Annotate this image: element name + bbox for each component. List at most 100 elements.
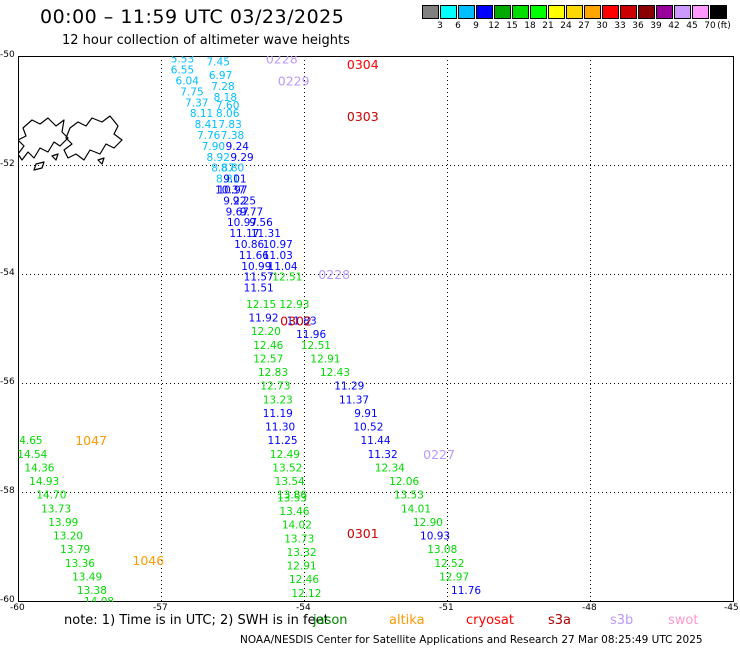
colorbar-label: (ft) <box>717 21 731 31</box>
lat-tick-label: -56 <box>0 377 15 387</box>
swh-value-label: 10.97 <box>227 217 257 229</box>
swh-value-label: 12.91 <box>310 353 340 365</box>
colorbar-label: 30 <box>596 21 608 31</box>
swh-value-label: 13.99 <box>48 517 78 529</box>
map-panel: 5.53 7.45 6.55 6.97 6.04 7.28 7.75 8.18 7.37 7.60… <box>13 52 734 608</box>
swh-value-label: 11.44 <box>360 435 390 447</box>
colorbar-label: 27 <box>578 21 590 31</box>
swh-value-label: 8.81 <box>216 174 239 186</box>
swh-value-label: 14.02 <box>282 520 312 532</box>
colorbar-swatch <box>602 5 619 19</box>
swh-value-label: 10.52 <box>353 422 383 434</box>
swh-value-label: 14.01 <box>401 503 431 515</box>
swh-value-label: 13.73 <box>284 533 314 545</box>
legend-item-s3b: s3b <box>610 613 634 628</box>
swh-value-label: 12.15 <box>246 299 276 311</box>
swh-value-label: 9.01 <box>223 174 246 186</box>
page-title: 00:00 – 11:59 UTC 03/23/2025 <box>40 6 345 28</box>
colorbar-label: 18 <box>524 21 536 31</box>
swh-value-label: 6.04 <box>176 76 200 88</box>
colorbar-swatch <box>692 5 709 19</box>
swh-value-label: 13.32 <box>287 547 317 559</box>
swh-value-label: 12.20 <box>251 326 281 338</box>
swh-value-label: 13.08 <box>427 544 457 556</box>
swh-value-label: 13.23 <box>263 394 293 406</box>
swh-value-label: 7.75 <box>180 86 203 98</box>
colorbar-label: 42 <box>668 21 680 31</box>
swh-value-label: 14.08 <box>84 596 114 602</box>
legend-item-s3a: s3a <box>548 613 572 628</box>
swh-value-label: 12.34 <box>375 462 405 474</box>
colorbar-label: 70 <box>704 21 716 31</box>
swh-value-label: 14.54 <box>18 449 48 461</box>
swh-value-label: 10.97 <box>263 239 293 251</box>
colorbar-label: 21 <box>542 21 554 31</box>
colorbar-swatch <box>584 5 601 19</box>
swh-value-label: 11.31 <box>251 228 281 240</box>
swh-value-label: 11.57 <box>244 272 274 284</box>
swh-value-label: 13.46 <box>279 506 309 518</box>
swh-value-label: 14.93 <box>29 476 59 488</box>
swh-value-label: 8.06 <box>216 108 240 120</box>
pass-time-label: 0228 <box>266 56 298 67</box>
colorbar-label: 15 <box>506 21 518 31</box>
swh-value-label: 8.11 <box>190 108 213 120</box>
lat-tick-label: -58 <box>0 486 15 496</box>
pass-time-label: 0304 <box>347 57 379 72</box>
colorbar <box>422 5 728 19</box>
lon-tick-label: -45 <box>724 603 739 613</box>
lat-tick-label: -60 <box>0 595 15 605</box>
swh-value-label: 9.29 <box>230 152 253 164</box>
swh-value-label: 9.91 <box>354 408 377 420</box>
swh-value-label: 11.37 <box>339 394 369 406</box>
swh-value-label: 8.80 <box>221 163 244 175</box>
swh-value-label: 11.92 <box>248 313 278 325</box>
lon-tick-label: -51 <box>439 603 454 613</box>
note-text: note: 1) Time is in UTC; 2) SWH is in fe… <box>64 613 329 628</box>
colorbar-swatch <box>494 5 511 19</box>
falkland-coastline <box>63 115 123 161</box>
colorbar-swatch <box>656 5 673 19</box>
swh-value-label: 11.29 <box>334 381 364 393</box>
swh-value-label: 12.49 <box>270 449 300 461</box>
pass-time-label: 0303 <box>347 109 379 124</box>
lon-tick-label: -48 <box>582 603 597 613</box>
swh-value-label: 7.76 <box>197 130 221 142</box>
swh-value-label: 10.99 <box>241 261 271 273</box>
legend-item-altika: altika <box>389 613 425 628</box>
colorbar-label: 33 <box>614 21 626 31</box>
swh-value-label: 14.65 <box>18 435 43 447</box>
pass-time-label: 0302 <box>280 313 312 328</box>
colorbar-label: 9 <box>473 21 479 31</box>
swh-value-label: 13.49 <box>72 571 102 583</box>
colorbar-label: 6 <box>455 21 461 31</box>
swh-value-label: 10.86 <box>234 239 264 251</box>
swh-value-label: 11.25 <box>268 435 298 447</box>
colorbar-label: 39 <box>650 21 662 31</box>
swh-value-label: 12.51 <box>272 272 302 284</box>
swh-value-label: 12.46 <box>289 574 319 586</box>
swh-value-label: 12.12 <box>291 588 321 600</box>
colorbar-swatch <box>638 5 655 19</box>
swh-value-label: 9.24 <box>226 141 250 153</box>
swh-value-label: 11.76 <box>451 585 481 597</box>
colorbar-swatch <box>674 5 691 19</box>
swh-value-label: 13.38 <box>77 585 107 597</box>
falkland-coastline <box>97 157 105 165</box>
swh-value-label: 5.53 <box>171 56 194 66</box>
swh-value-label: 11.17 <box>229 228 259 240</box>
colorbar-swatch <box>620 5 637 19</box>
falkland-coastline <box>33 161 45 171</box>
colorbar-swatch <box>566 5 583 19</box>
swh-value-label: 11.51 <box>244 283 274 295</box>
legend-item-swot: swot <box>668 613 699 628</box>
colorbar-swatch <box>530 5 547 19</box>
swh-value-label: 12.06 <box>389 476 419 488</box>
swh-value-label: 8.18 <box>214 92 237 104</box>
colorbar-swatch <box>440 5 457 19</box>
swh-value-label: 12.93 <box>279 299 309 311</box>
swh-value-label: 11.04 <box>268 261 298 273</box>
swh-value-label: 11.83 <box>287 315 317 327</box>
colorbar-swatch <box>458 5 475 19</box>
colorbar-swatch <box>548 5 565 19</box>
